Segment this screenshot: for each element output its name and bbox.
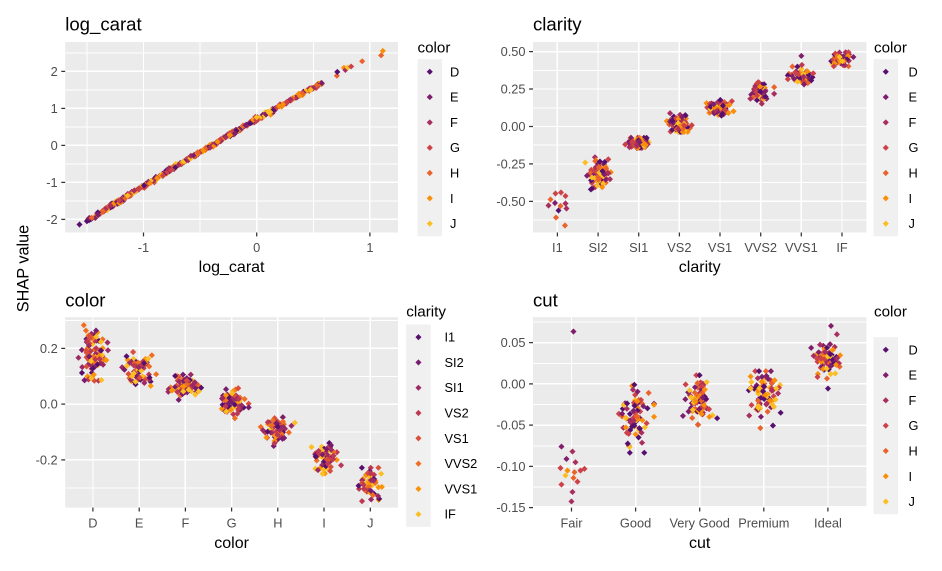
svg-text:-0.05: -0.05 bbox=[496, 418, 525, 433]
svg-text:G: G bbox=[909, 418, 919, 433]
svg-text:G: G bbox=[450, 140, 460, 155]
svg-text:SI2: SI2 bbox=[445, 355, 464, 370]
svg-text:log_carat: log_carat bbox=[199, 259, 265, 276]
svg-text:H: H bbox=[909, 443, 918, 458]
svg-text:G: G bbox=[227, 515, 237, 530]
svg-text:color: color bbox=[214, 535, 249, 552]
svg-text:-0.25: -0.25 bbox=[496, 156, 525, 171]
svg-text:D: D bbox=[909, 342, 918, 357]
svg-text:VVS1: VVS1 bbox=[445, 481, 478, 496]
svg-text:0.0: 0.0 bbox=[40, 397, 58, 412]
svg-text:0.00: 0.00 bbox=[501, 376, 526, 391]
svg-text:2: 2 bbox=[51, 64, 58, 79]
svg-text:color: color bbox=[418, 40, 451, 57]
svg-text:I: I bbox=[322, 515, 326, 530]
svg-text:E: E bbox=[909, 90, 918, 105]
svg-text:I1: I1 bbox=[445, 330, 456, 345]
svg-text:Good: Good bbox=[620, 515, 651, 530]
svg-text:IF: IF bbox=[445, 507, 457, 522]
svg-text:0.05: 0.05 bbox=[501, 335, 526, 350]
svg-text:D: D bbox=[450, 64, 459, 79]
svg-text:VVS1: VVS1 bbox=[785, 240, 818, 255]
svg-text:SI1: SI1 bbox=[445, 380, 464, 395]
svg-text:0.00: 0.00 bbox=[501, 119, 526, 134]
svg-text:J: J bbox=[450, 216, 456, 231]
svg-text:-0.10: -0.10 bbox=[496, 459, 525, 474]
svg-text:Premium: Premium bbox=[738, 515, 789, 530]
svg-text:IF: IF bbox=[836, 240, 848, 255]
svg-text:-2: -2 bbox=[46, 212, 57, 227]
svg-text:0.50: 0.50 bbox=[501, 44, 526, 59]
svg-text:J: J bbox=[909, 216, 915, 231]
svg-text:0.2: 0.2 bbox=[40, 341, 58, 356]
svg-text:SHAP value: SHAP value bbox=[15, 225, 33, 313]
svg-text:1: 1 bbox=[366, 240, 373, 255]
svg-text:VS1: VS1 bbox=[445, 431, 469, 446]
svg-text:color: color bbox=[874, 304, 907, 321]
svg-text:D: D bbox=[88, 515, 97, 530]
svg-text:SI1: SI1 bbox=[629, 240, 648, 255]
svg-text:I: I bbox=[909, 191, 913, 206]
svg-text:0.25: 0.25 bbox=[501, 82, 526, 97]
svg-text:J: J bbox=[909, 494, 915, 509]
svg-text:J: J bbox=[367, 515, 373, 530]
svg-text:SI2: SI2 bbox=[588, 240, 607, 255]
svg-text:G: G bbox=[909, 140, 919, 155]
svg-text:color: color bbox=[874, 40, 907, 57]
svg-text:F: F bbox=[909, 115, 917, 130]
svg-text:clarity: clarity bbox=[406, 304, 446, 321]
svg-text:Ideal: Ideal bbox=[814, 515, 842, 530]
svg-text:cut: cut bbox=[689, 535, 711, 552]
svg-text:VS2: VS2 bbox=[667, 240, 691, 255]
svg-text:H: H bbox=[273, 515, 282, 530]
svg-text:H: H bbox=[909, 166, 918, 181]
svg-text:-0.2: -0.2 bbox=[36, 452, 58, 467]
svg-text:cut: cut bbox=[533, 290, 559, 311]
svg-text:color: color bbox=[65, 290, 105, 311]
svg-text:clarity: clarity bbox=[533, 14, 582, 35]
svg-text:E: E bbox=[909, 368, 918, 383]
svg-text:-1: -1 bbox=[46, 175, 57, 190]
svg-text:H: H bbox=[450, 166, 459, 181]
svg-text:F: F bbox=[450, 115, 458, 130]
svg-text:VVS2: VVS2 bbox=[445, 456, 478, 471]
svg-text:VS1: VS1 bbox=[708, 240, 732, 255]
svg-text:Very Good: Very Good bbox=[669, 515, 729, 530]
svg-text:I: I bbox=[909, 469, 913, 484]
svg-text:E: E bbox=[450, 90, 459, 105]
svg-text:D: D bbox=[909, 64, 918, 79]
svg-text:-1: -1 bbox=[138, 240, 149, 255]
svg-text:-0.50: -0.50 bbox=[496, 194, 525, 209]
svg-text:clarity: clarity bbox=[679, 259, 721, 276]
svg-text:1: 1 bbox=[51, 101, 58, 116]
svg-text:E: E bbox=[135, 515, 144, 530]
svg-text:0: 0 bbox=[253, 240, 260, 255]
svg-text:VS2: VS2 bbox=[445, 406, 469, 421]
svg-text:VVS2: VVS2 bbox=[744, 240, 777, 255]
svg-text:I: I bbox=[450, 191, 454, 206]
svg-text:F: F bbox=[909, 393, 917, 408]
svg-text:Fair: Fair bbox=[560, 515, 583, 530]
svg-text:log_carat: log_carat bbox=[65, 14, 142, 36]
svg-text:0: 0 bbox=[51, 138, 58, 153]
svg-text:F: F bbox=[181, 515, 189, 530]
svg-text:-0.15: -0.15 bbox=[496, 500, 525, 515]
svg-text:I1: I1 bbox=[552, 240, 563, 255]
